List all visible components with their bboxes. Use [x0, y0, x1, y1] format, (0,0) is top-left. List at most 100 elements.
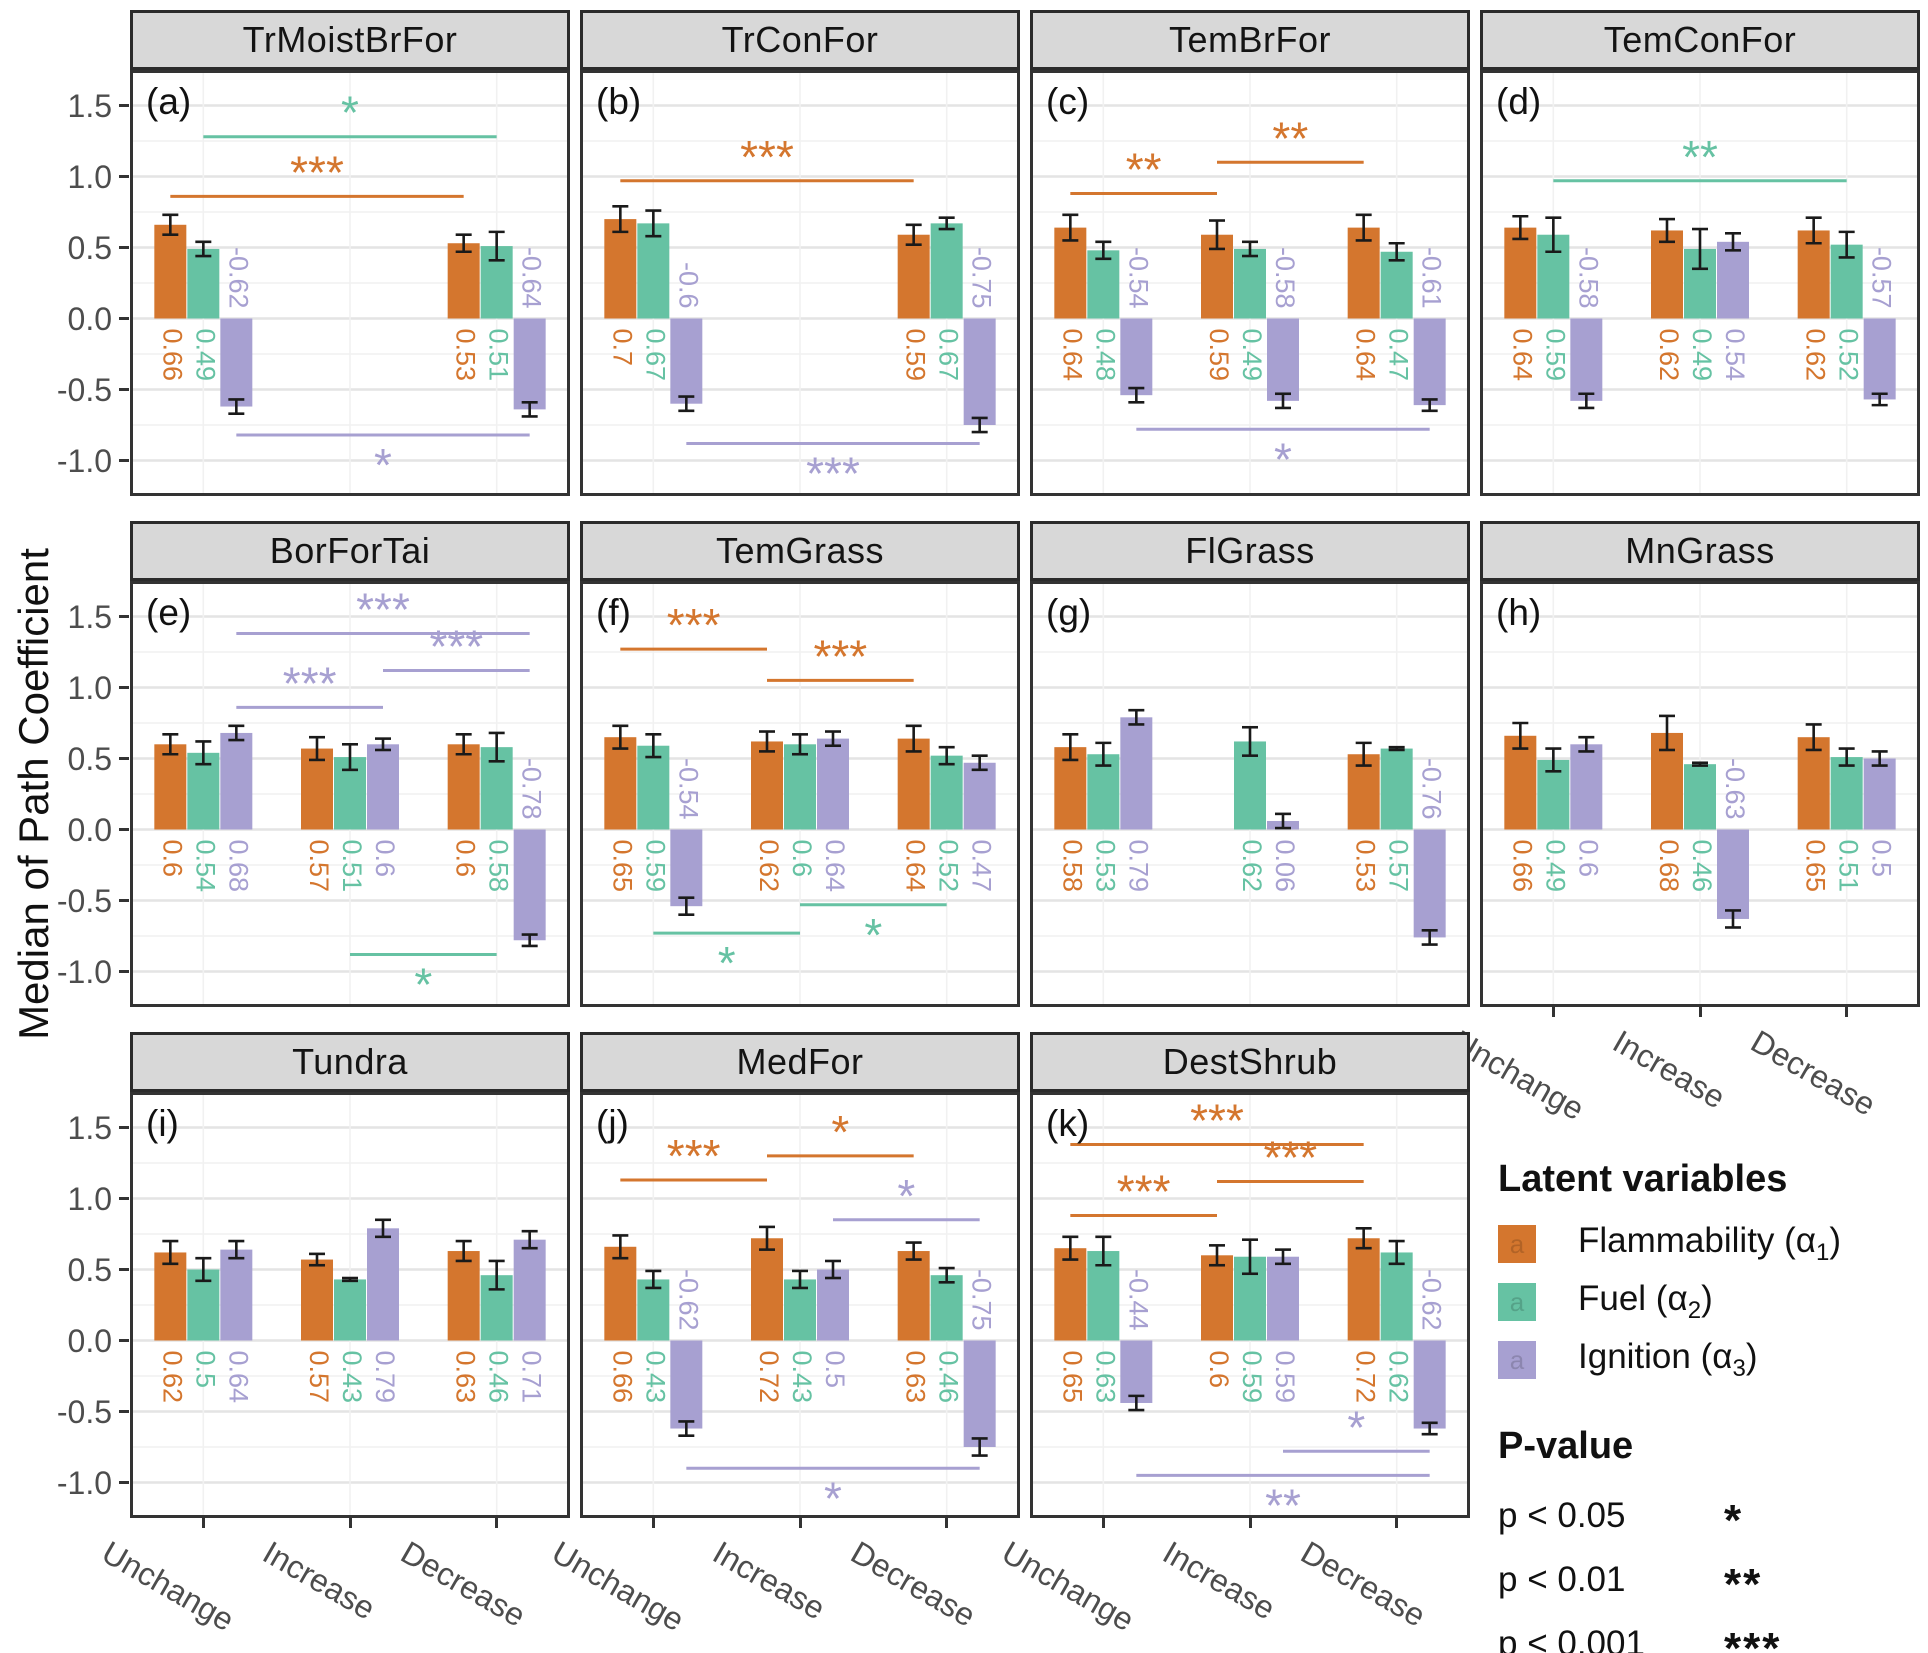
- facet-strip: TrConFor: [580, 10, 1020, 70]
- error-bar: [1275, 392, 1291, 410]
- facet-MedFor: MedFor 0.66 0.43 -0.62 0.72 0.43 0.5 0.63 0.46 -0…: [580, 1032, 1020, 1518]
- error-bar: [938, 745, 955, 766]
- significance-stars: *: [1274, 433, 1292, 485]
- bar-value-label: 0.49: [1540, 840, 1570, 893]
- legend-key-letter: a: [1509, 1286, 1525, 1317]
- bar-value-label: -0.64: [517, 247, 547, 309]
- error-bar: [1095, 240, 1112, 261]
- significance-stars: *: [374, 439, 392, 491]
- error-bar: [1838, 230, 1855, 259]
- facet-title: TrMoistBrFor: [242, 19, 458, 60]
- error-bar: [1128, 708, 1145, 726]
- y-tick-label: 0.5: [67, 1251, 112, 1288]
- error-bar: [938, 1266, 955, 1284]
- significance-stars: ***: [740, 131, 794, 183]
- error-bar: [1355, 213, 1372, 242]
- panel-border: [1030, 581, 1470, 1007]
- bar-value-label: 0.48: [1090, 329, 1120, 382]
- bar-ignition-Decrease: [513, 318, 546, 410]
- bar-fuel-Increase: [784, 1279, 816, 1341]
- facet-Tundra: Tundra 0.62 0.5 0.64 0.57 0.43 0.79 0.63 0.46 0.7…: [130, 1032, 570, 1518]
- x-tick-mark: [1551, 1007, 1555, 1017]
- pvalue-stars-2: **: [1724, 1560, 1763, 1609]
- bar-flammability-Increase: [751, 741, 783, 830]
- y-tick-mark: [119, 104, 129, 107]
- bar-value-label: 0.65: [1057, 1351, 1087, 1404]
- panel-border: [580, 581, 1020, 1007]
- y-tick-mark: [119, 459, 129, 462]
- y-tick-mark: [119, 1197, 129, 1200]
- legend-title: Latent variables: [1498, 1158, 1788, 1200]
- bar-fuel-Unchange: [187, 248, 220, 319]
- facet-tag: (j): [596, 1103, 629, 1144]
- bar-value-label: 0.62: [1801, 329, 1831, 382]
- bar-value-label: -0.54: [673, 758, 703, 820]
- bar-fuel-Decrease: [1380, 1252, 1413, 1341]
- bar-ignition-Unchange: [670, 1340, 703, 1429]
- bar-fuel-Decrease: [930, 755, 963, 830]
- facet-strip: BorForTai: [130, 521, 570, 581]
- error-bar: [971, 1437, 988, 1457]
- bar-value-label: 0.59: [1237, 1351, 1267, 1404]
- bar-fuel-Unchange: [637, 223, 670, 319]
- bar-flammability-Decrease: [447, 243, 480, 319]
- y-tick-label: 1.5: [67, 598, 112, 635]
- facet-strip: TemConFor: [1480, 10, 1920, 70]
- y-tick-label: 0.0: [67, 300, 112, 337]
- error-bar: [1692, 227, 1708, 271]
- error-bar: [521, 400, 538, 418]
- y-tick-mark: [119, 1126, 129, 1129]
- bar-value-label: 0.66: [157, 329, 187, 382]
- error-bar: [1062, 213, 1079, 242]
- error-bar: [1871, 392, 1888, 407]
- bar-value-label: 0.53: [451, 329, 481, 382]
- bar-ignition-Unchange: [670, 829, 703, 907]
- bar-flammability-Unchange: [604, 1246, 637, 1341]
- bar-fuel-Increase: [334, 1279, 366, 1341]
- bar-flammability-Increase: [301, 1259, 333, 1341]
- panel-border: [1030, 1092, 1470, 1518]
- facet-strip: TemGrass: [580, 521, 1020, 581]
- facet-strip: DestShrub: [1030, 1032, 1470, 1092]
- bar-ignition-Decrease: [513, 829, 546, 941]
- legend: Latent variables a Flammability (α1) a F…: [1498, 1158, 1922, 1653]
- bar-value-label: 0.46: [934, 1351, 964, 1404]
- y-tick-label: 1.0: [67, 669, 112, 706]
- bar-value-label: 0.57: [304, 1351, 334, 1404]
- error-bar: [1421, 929, 1438, 946]
- significance-stars: ***: [1117, 1166, 1171, 1218]
- error-bar: [1545, 216, 1562, 254]
- error-bar: [971, 754, 988, 772]
- significance-stars: *: [414, 958, 432, 1007]
- error-bar: [195, 740, 212, 766]
- bar-flammability-Decrease: [1797, 737, 1830, 830]
- error-bar: [309, 735, 325, 762]
- x-tick-mark: [348, 1518, 352, 1528]
- error-bar: [792, 733, 808, 756]
- x-tick-label: Increase: [1156, 1534, 1282, 1627]
- y-tick-label: 0.0: [67, 811, 112, 848]
- facet-TemBrFor: TemBrFor 0.64 0.48 -0.54 0.59 0.49 -0.58 0.64 0.…: [1030, 10, 1470, 496]
- error-bar: [1725, 232, 1741, 252]
- facet-DestShrub: DestShrub 0.65 0.63 -0.44 0.6 0.59 0.59 0.72 0.6…: [1030, 1032, 1470, 1518]
- bar-value-label: 0.72: [1351, 1351, 1381, 1404]
- error-bar: [1578, 735, 1595, 753]
- bar-value-label: 0.6: [787, 840, 817, 878]
- facet-TemConFor: TemConFor 0.64 0.59 -0.58 0.62 0.49 0.54 0.62 0.…: [1480, 10, 1920, 496]
- bar-fuel-Unchange: [1087, 250, 1120, 319]
- bar-ignition-Increase: [817, 738, 849, 830]
- bar-value-label: 0.59: [901, 329, 931, 382]
- error-bar: [1512, 721, 1529, 750]
- facet-plot: 0.66 0.49-0.620.53 0.51-0.64*****(a): [130, 70, 570, 496]
- error-bar: [1095, 741, 1112, 767]
- legend-swatch-fuel: a: [1498, 1283, 1536, 1321]
- y-tick-mark: [119, 615, 129, 618]
- bar-ignition-Increase: [367, 744, 399, 830]
- legend-key-letter: a: [1509, 1344, 1525, 1375]
- bar-ignition-Decrease: [1413, 1340, 1446, 1429]
- pvalue-row-001: p < 0.01 **: [1498, 1560, 1763, 1609]
- facet-title: TrConFor: [721, 19, 879, 60]
- y-tick-mark: [119, 970, 129, 973]
- facet-FlGrass: FlGrass 0.58 0.53 0.79 0.62 0.06 0.53 0.57 -0.76…: [1030, 521, 1470, 1007]
- bar-value-label: -0.61: [1417, 247, 1447, 309]
